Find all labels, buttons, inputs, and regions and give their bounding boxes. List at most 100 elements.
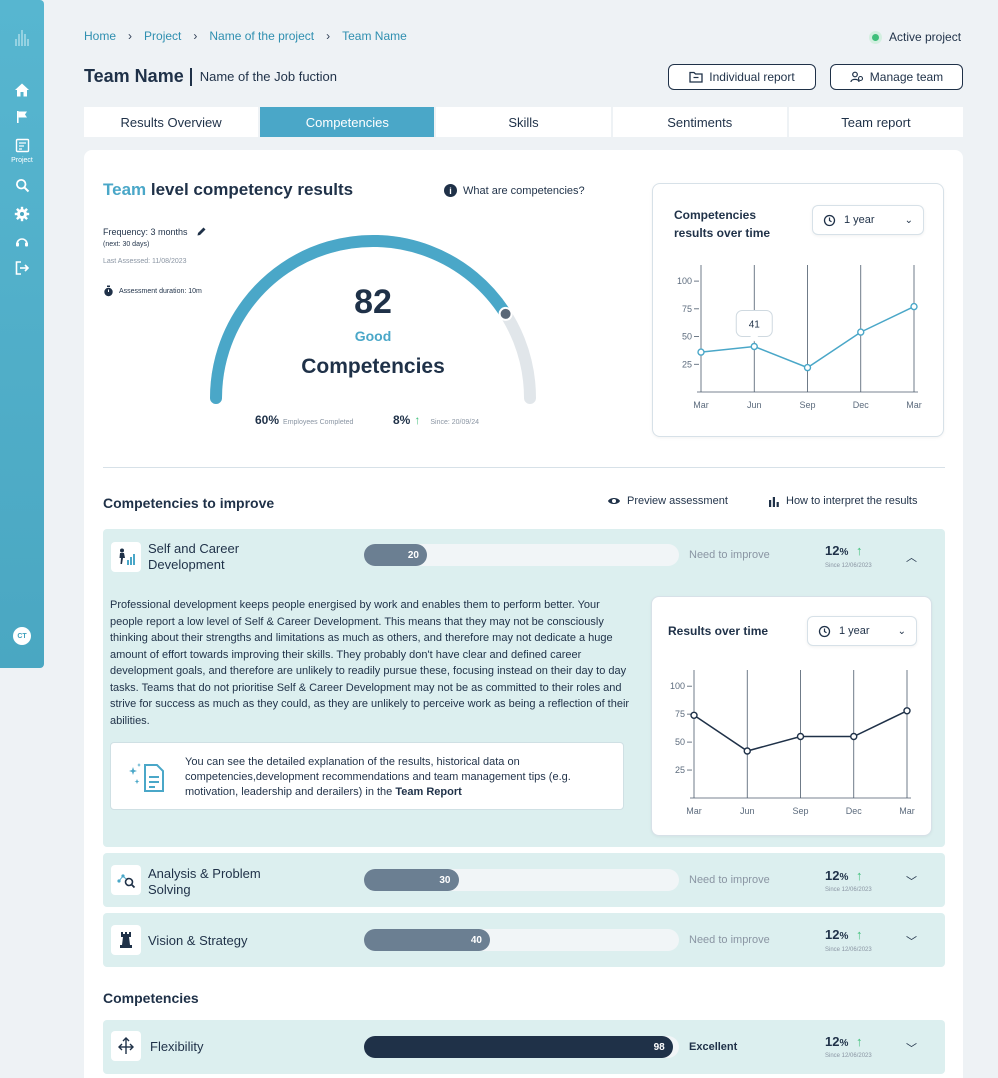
chevron-down-icon[interactable]: ﹀ bbox=[906, 936, 917, 948]
data-point bbox=[803, 363, 812, 372]
change-value: 12 bbox=[825, 868, 840, 883]
active-project-status: Active project bbox=[872, 30, 961, 44]
section-divider bbox=[103, 467, 945, 468]
data-point bbox=[850, 732, 858, 741]
preview-assessment-link[interactable]: Preview assessment bbox=[607, 495, 728, 507]
competency-since: Since 12/06/2023 bbox=[825, 1053, 872, 1059]
folder-report-icon bbox=[689, 71, 703, 83]
y-tick-label: 75 bbox=[675, 709, 685, 719]
logout-icon[interactable] bbox=[12, 258, 32, 278]
competency-change: 12% ↑ bbox=[825, 1034, 863, 1049]
competency-name: Self and Career Development bbox=[148, 541, 239, 573]
competency-name-line2: Solving bbox=[148, 882, 191, 897]
x-tick-label: Sep bbox=[799, 400, 815, 410]
interpret-results-link[interactable]: How to interpret the results bbox=[768, 495, 917, 507]
data-point bbox=[690, 711, 698, 719]
manage-team-button[interactable]: Manage team bbox=[830, 64, 963, 90]
team-report-link[interactable]: Team Report bbox=[395, 786, 462, 798]
analysis-icon bbox=[111, 865, 141, 895]
score-bar-track: 40 bbox=[364, 929, 679, 951]
results-range-value: 1 year bbox=[839, 625, 870, 637]
what-are-competencies-link[interactable]: i What are competencies? bbox=[444, 184, 585, 197]
individual-report-button[interactable]: Individual report bbox=[668, 64, 816, 90]
breadcrumb-home[interactable]: Home bbox=[84, 29, 117, 43]
competency-since: Since 12/06/2023 bbox=[825, 563, 872, 569]
results-range-select[interactable]: 1 year ⌄ bbox=[807, 616, 917, 646]
competency-change: 12% ↑ bbox=[825, 927, 863, 942]
change-pct: 8% bbox=[393, 413, 411, 427]
gear-icon[interactable] bbox=[12, 204, 32, 224]
manage-team-label: Manage team bbox=[869, 70, 944, 84]
team-time-range-value: 1 year bbox=[844, 214, 875, 226]
tab-bar: Results Overview Competencies Skills Sen… bbox=[84, 107, 964, 137]
arrow-up-icon: ↑ bbox=[856, 543, 863, 558]
team-time-range-select[interactable]: 1 year ⌄ bbox=[812, 205, 924, 235]
avatar[interactable]: CT bbox=[13, 627, 31, 645]
support-icon[interactable] bbox=[12, 231, 32, 251]
competency-name-line1: Analysis & Problem bbox=[148, 866, 261, 881]
what-are-competencies-label: What are competencies? bbox=[463, 184, 585, 197]
change-value: 12 bbox=[825, 543, 840, 558]
score-bar-fill: 20 bbox=[364, 544, 427, 566]
competency-name: Flexibility bbox=[150, 1039, 204, 1054]
bar-chart-icon bbox=[769, 496, 779, 507]
tooltip-pointer bbox=[750, 336, 759, 342]
employees-completed-stat: 60% Employees Completed bbox=[255, 413, 353, 427]
competency-since: Since 12/06/2023 bbox=[825, 947, 872, 953]
project-label: Project bbox=[11, 157, 33, 164]
breadcrumb-project-name[interactable]: Name of the project bbox=[209, 29, 315, 43]
tab-sentiments[interactable]: Sentiments bbox=[612, 107, 787, 137]
competency-description: Professional development keeps people en… bbox=[110, 599, 630, 727]
change-stat: 8% ↑ Since: 20/09/24 bbox=[393, 413, 479, 427]
next-assessment: (next: 30 days) bbox=[103, 241, 150, 248]
project-icon[interactable] bbox=[12, 135, 32, 155]
competency-change: 12% ↑ bbox=[825, 543, 863, 558]
arrow-up-icon: ↑ bbox=[856, 1034, 863, 1049]
tab-competencies[interactable]: Competencies bbox=[260, 107, 435, 137]
score-gauge bbox=[210, 234, 536, 404]
score-bar-track: 30 bbox=[364, 869, 679, 891]
x-tick-label: Mar bbox=[693, 400, 709, 410]
competency-row-flexibility: Flexibility 98 Excellent 12% ↑ Since 12/… bbox=[103, 1020, 945, 1074]
eye-icon bbox=[608, 498, 620, 504]
chevron-up-icon[interactable]: ︿ bbox=[906, 552, 917, 564]
interpret-results-label: How to interpret the results bbox=[786, 495, 918, 507]
status-dot-icon bbox=[872, 33, 879, 41]
data-point bbox=[796, 732, 805, 741]
data-point bbox=[750, 342, 758, 351]
home-icon[interactable] bbox=[12, 80, 32, 100]
tab-team-report[interactable]: Team report bbox=[788, 107, 964, 137]
note-text-body: You can see the detailed explanation of … bbox=[185, 756, 571, 798]
x-tick-label: Dec bbox=[853, 400, 870, 410]
score-bar-track: 98 bbox=[364, 1036, 679, 1058]
score-value: 82 bbox=[354, 283, 392, 321]
tab-skills[interactable]: Skills bbox=[436, 107, 611, 137]
arrow-up-icon: ↑ bbox=[414, 413, 421, 427]
chevron-down-icon[interactable]: ﹀ bbox=[906, 876, 917, 888]
y-tick-label: 75 bbox=[682, 304, 692, 314]
tab-results-overview[interactable]: Results Overview bbox=[84, 107, 259, 137]
y-tick-label: 100 bbox=[677, 276, 692, 286]
flexibility-arrows-icon bbox=[111, 1031, 141, 1061]
x-tick-label: Jun bbox=[747, 400, 762, 410]
search-icon[interactable] bbox=[12, 175, 32, 195]
change-value: 12 bbox=[825, 1034, 840, 1049]
chess-rook-icon bbox=[111, 925, 141, 955]
results-line-chart: 25 50 75 100 Mar Jun Sep Dec Mar bbox=[670, 670, 915, 816]
data-point bbox=[903, 707, 911, 715]
results-over-time-title: Results over time bbox=[668, 624, 769, 638]
breadcrumb-team[interactable]: Team Name bbox=[342, 29, 407, 43]
percent-sign: % bbox=[839, 931, 849, 942]
chevron-down-icon[interactable]: ﹀ bbox=[906, 1043, 917, 1055]
chevron-right-icon: › bbox=[193, 29, 198, 43]
competency-since: Since 12/06/2023 bbox=[825, 887, 872, 893]
edit-pencil-icon[interactable] bbox=[196, 226, 207, 237]
x-tick-label: Mar bbox=[899, 806, 915, 816]
x-tick-label: Dec bbox=[846, 806, 863, 816]
breadcrumb-project[interactable]: Project bbox=[144, 29, 182, 43]
team-report-note-text: You can see the detailed explanation of … bbox=[185, 755, 615, 800]
flag-icon[interactable] bbox=[12, 107, 32, 127]
active-project-label: Active project bbox=[889, 30, 962, 44]
logo-icon bbox=[12, 28, 32, 48]
percent-sign: % bbox=[839, 1038, 849, 1049]
